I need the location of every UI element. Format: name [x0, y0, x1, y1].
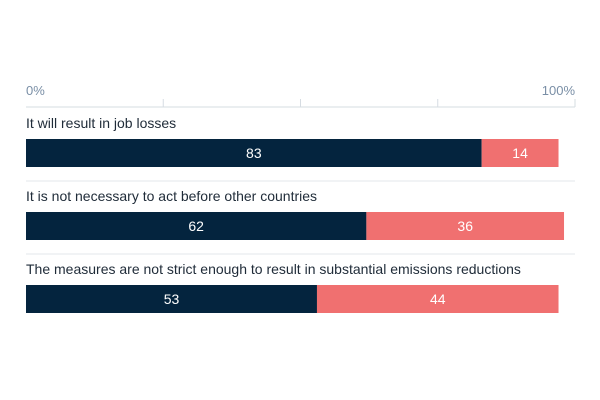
category-label: It is not necessary to act before other …: [26, 188, 317, 204]
category-label: It will result in job losses: [26, 115, 176, 131]
bar-value-label: 83: [246, 145, 262, 161]
bar-segment: [26, 285, 317, 313]
x-tick-label: 100%: [542, 83, 576, 98]
bar-value-label: 14: [512, 145, 528, 161]
bar-value-label: 36: [457, 218, 473, 234]
category-label: The measures are not strict enough to re…: [26, 261, 521, 277]
x-tick-label: 0%: [26, 83, 45, 98]
bar-segment: [316, 285, 559, 313]
bar-segment: [366, 212, 565, 240]
bar-segment: [26, 139, 482, 167]
bar-segment: [481, 139, 559, 167]
bar-segment: [26, 212, 367, 240]
bar-value-label: 62: [188, 218, 204, 234]
bar-value-label: 53: [164, 291, 180, 307]
bar-value-label: 44: [430, 291, 446, 307]
